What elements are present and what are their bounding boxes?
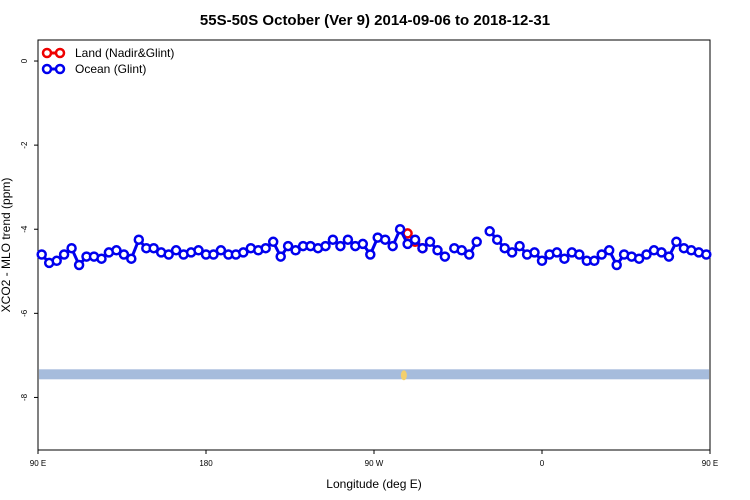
ocean-point bbox=[463, 249, 475, 260]
ocean-point bbox=[267, 236, 279, 248]
legend-land-marker-2 bbox=[54, 47, 66, 59]
ocean-point bbox=[484, 226, 495, 237]
ocean-point bbox=[499, 242, 510, 254]
ocean-point bbox=[589, 255, 600, 267]
ocean-point bbox=[551, 247, 563, 258]
x-axis-label: Longitude (deg E) bbox=[326, 477, 421, 491]
ocean-point bbox=[671, 236, 682, 248]
ocean-point bbox=[596, 249, 607, 260]
ocean-point bbox=[656, 247, 667, 258]
ocean-point bbox=[342, 234, 354, 245]
land-coverage-band bbox=[39, 369, 709, 381]
legend-ocean-marker-2 bbox=[54, 63, 66, 75]
ocean-point bbox=[402, 238, 413, 250]
ocean-point bbox=[193, 245, 204, 256]
ocean-point bbox=[432, 245, 443, 256]
y-axis-ticks: 0 -2 -4 -6 -8 bbox=[20, 58, 38, 401]
land-band-mark bbox=[400, 370, 407, 381]
ocean-point bbox=[663, 251, 675, 262]
ocean-point bbox=[238, 247, 249, 258]
legend-land-marker bbox=[41, 47, 53, 59]
ocean-point bbox=[387, 240, 398, 252]
ocean-point bbox=[574, 249, 585, 260]
y-tick-label: -8 bbox=[20, 393, 29, 401]
ocean-point bbox=[424, 236, 436, 248]
ocean-point bbox=[701, 249, 712, 260]
ocean-point bbox=[36, 249, 47, 260]
y-tick-label: 0 bbox=[20, 58, 29, 63]
ocean-point bbox=[96, 253, 107, 264]
ocean-point bbox=[133, 234, 145, 245]
ocean-point bbox=[611, 259, 622, 271]
x-tick-label: 0 bbox=[540, 459, 545, 468]
ocean-point bbox=[260, 242, 271, 254]
ocean-point bbox=[514, 240, 525, 252]
legend: Land (Nadir&Glint) Ocean (Glint) bbox=[41, 46, 174, 76]
ocean-point bbox=[335, 240, 346, 252]
ocean-point bbox=[559, 253, 570, 264]
series-layer bbox=[36, 223, 712, 271]
ocean-point bbox=[603, 245, 615, 256]
ocean-point bbox=[379, 234, 391, 245]
chart-title: 55S-50S October (Ver 9) 2014-09-06 to 20… bbox=[200, 12, 550, 29]
ocean-point bbox=[529, 247, 540, 258]
x-tick-label: 90 W bbox=[365, 459, 384, 468]
ocean-point bbox=[51, 255, 62, 267]
ocean-point bbox=[290, 245, 301, 256]
ocean-point bbox=[118, 249, 130, 260]
ocean-point bbox=[394, 223, 406, 235]
ocean-point bbox=[417, 242, 428, 254]
ocean-point bbox=[275, 251, 286, 262]
x-axis-ticks: 90 E 180 90 W 0 90 E bbox=[30, 450, 718, 468]
legend-ocean-marker bbox=[41, 63, 53, 75]
land-band bbox=[39, 369, 709, 380]
ocean-point bbox=[633, 253, 645, 264]
ocean-point bbox=[208, 249, 219, 260]
ocean-point bbox=[456, 245, 467, 256]
ocean-point bbox=[163, 249, 174, 260]
x-tick-label: 90 E bbox=[702, 459, 718, 468]
ocean-point bbox=[215, 245, 227, 256]
ocean-point bbox=[491, 234, 503, 245]
ocean-point bbox=[320, 240, 331, 252]
ocean-point bbox=[641, 249, 652, 260]
legend-ocean-label: Ocean (Glint) bbox=[75, 62, 146, 76]
ocean-point bbox=[282, 240, 294, 252]
y-axis-label: XCO2 - MLO trend (ppm) bbox=[0, 178, 13, 313]
ocean-point bbox=[126, 253, 137, 264]
ocean-point bbox=[58, 249, 70, 260]
legend-land-label: Land (Nadir&Glint) bbox=[75, 46, 174, 60]
ocean-point bbox=[471, 236, 482, 248]
y-tick-label: -4 bbox=[20, 225, 29, 233]
ocean-point bbox=[148, 242, 159, 254]
ocean-point bbox=[439, 251, 451, 262]
ocean-point bbox=[506, 247, 518, 258]
ocean-point bbox=[409, 234, 421, 245]
ocean-point bbox=[73, 259, 85, 271]
x-tick-label: 180 bbox=[199, 459, 213, 468]
ocean-point bbox=[170, 245, 182, 256]
x-tick-label: 90 E bbox=[30, 459, 46, 468]
ocean-point bbox=[111, 245, 122, 256]
ocean-point bbox=[327, 234, 339, 245]
ocean-point bbox=[536, 255, 548, 267]
y-tick-label: -2 bbox=[20, 141, 29, 149]
ocean-point bbox=[365, 249, 376, 260]
ocean-point bbox=[66, 242, 77, 254]
y-tick-label: -6 bbox=[20, 309, 29, 317]
ocean-point bbox=[357, 238, 369, 250]
